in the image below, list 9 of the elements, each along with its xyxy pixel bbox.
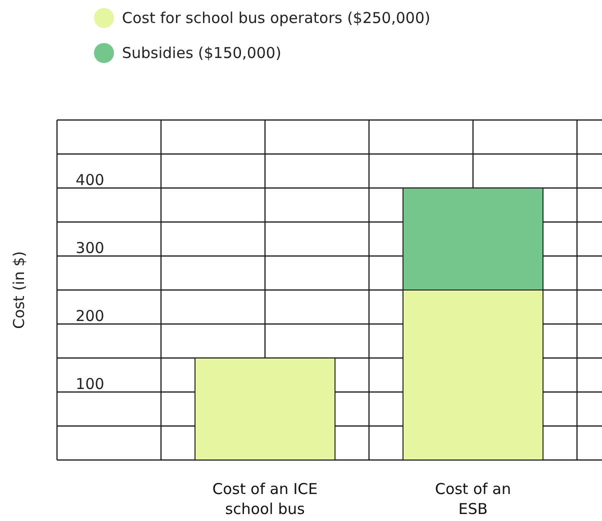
y-tick-label: 200 <box>76 307 104 325</box>
legend-label: Subsidies ($150,000) <box>122 44 282 62</box>
y-tick-label: 300 <box>76 239 104 257</box>
y-tick-label: 100 <box>76 375 104 393</box>
y-axis-title: Cost (in $) <box>10 251 28 329</box>
y-tick-label: 400 <box>76 171 104 189</box>
legend-label: Cost for school bus operators ($250,000) <box>122 9 430 27</box>
x-tick-label: Cost of an ESB <box>434 480 512 518</box>
x-tick-label: Cost of an ICE school bus <box>212 480 318 518</box>
